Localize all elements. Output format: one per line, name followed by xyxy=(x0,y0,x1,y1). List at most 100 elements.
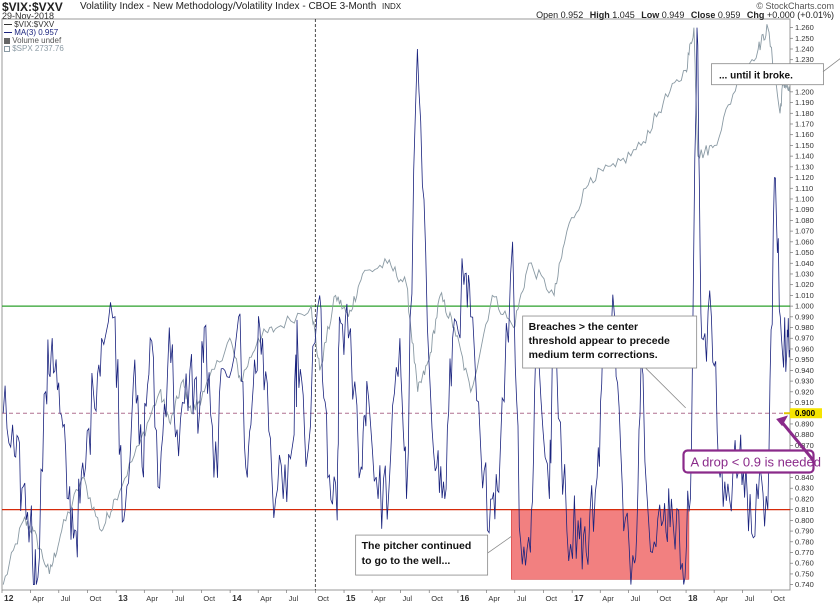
y-tick-label: 1.020 xyxy=(795,280,814,289)
x-tick-label: 16 xyxy=(460,593,470,603)
legend-item-spx: $SPX 2737.76 xyxy=(4,44,64,53)
y-tick-label: 0.810 xyxy=(795,505,814,514)
y-tick-label: 0.970 xyxy=(795,334,814,343)
x-tick-label: Oct xyxy=(659,594,672,603)
last-value-label: 0.900 xyxy=(795,409,816,418)
high-label: High xyxy=(589,10,610,20)
x-tick-label: Apr xyxy=(488,594,500,603)
y-tick-label: 0.790 xyxy=(795,527,814,536)
legend-label: $VIX:$VXV xyxy=(14,20,55,29)
y-tick-label: 0.780 xyxy=(795,537,814,546)
x-tick-label: Oct xyxy=(90,594,103,603)
candle-icon xyxy=(4,45,10,52)
y-tick-label: 1.150 xyxy=(795,141,814,150)
y-tick-label: 1.030 xyxy=(795,269,814,278)
ticker-symbol: $VIX:$VXV xyxy=(2,0,63,14)
y-tick-label: 1.260 xyxy=(795,23,814,32)
callout-box-drop xyxy=(682,449,815,474)
x-tick-label: Jul xyxy=(403,594,413,603)
y-tick-label: 1.250 xyxy=(795,34,814,43)
y-tick-label: 0.950 xyxy=(795,355,814,364)
callout-box-pitcher xyxy=(355,534,489,576)
low-label: Low xyxy=(641,10,660,20)
x-tick-label: Jul xyxy=(631,594,641,603)
annotations: ... until it broke. Breaches > the center… xyxy=(355,58,840,576)
y-tick-label: 0.980 xyxy=(795,323,814,332)
legend-label: MA(3) 0.957 xyxy=(14,28,59,37)
y-tick-label: 1.180 xyxy=(795,109,814,118)
x-tick-label: Apr xyxy=(374,594,386,603)
y-tick-label: 0.840 xyxy=(795,473,814,482)
x-axis: 12 Apr Jul Oct 13 Apr Jul Oct 14 Apr Jul Oct 15 Apr Ju… xyxy=(1,590,786,603)
annotation-pitcher-text: to go to the well... xyxy=(362,555,451,567)
arrow-head-icon xyxy=(776,415,789,427)
y-tick-label: 0.870 xyxy=(795,441,814,450)
x-tick-label: Oct xyxy=(545,594,558,603)
y-tick-label: 0.990 xyxy=(795,312,814,321)
y-tick-label: 1.110 xyxy=(795,184,813,193)
shaded-region xyxy=(511,509,690,580)
y-tick-label: 1.070 xyxy=(795,227,814,236)
y-tick-label: 0.930 xyxy=(795,377,814,386)
annotation-breaches-text: medium term corrections. xyxy=(529,349,658,361)
high-value: 1.045 xyxy=(612,10,635,20)
x-tick-label: Oct xyxy=(773,594,786,603)
legend-item-ratio: $VIX:$VXV xyxy=(4,20,54,29)
x-tick-label: 12 xyxy=(4,593,14,603)
chart-date: 29-Nov-2018 xyxy=(2,11,55,21)
legend-swatch-icon xyxy=(4,24,12,26)
y-tick-label: 1.130 xyxy=(795,162,814,171)
y-tick-label: 0.960 xyxy=(795,344,814,353)
y-tick-label: 1.140 xyxy=(795,152,814,161)
y-tick-label: 1.120 xyxy=(795,173,814,182)
chg-value: +0.000 (+0.01%) xyxy=(766,10,834,20)
x-tick-label: Jul xyxy=(517,594,527,603)
y-tick-label: 1.040 xyxy=(795,259,814,268)
x-tick-label: Oct xyxy=(203,594,216,603)
x-tick-label: Oct xyxy=(317,594,330,603)
y-tick-label: 0.750 xyxy=(795,569,814,578)
vix-vxv-series-line xyxy=(2,27,791,585)
arrow-shaft xyxy=(780,421,815,462)
close-value: 0.959 xyxy=(717,10,741,20)
x-tick-label: Jul xyxy=(61,594,71,603)
x-tick-label: Apr xyxy=(32,594,44,603)
y-tick-label: 0.910 xyxy=(795,398,814,407)
y-tick-label: 0.880 xyxy=(795,430,814,439)
x-tick-label: Oct xyxy=(431,594,444,603)
x-tick-label: 15 xyxy=(346,593,356,603)
y-tick-label: 1.080 xyxy=(795,216,814,225)
chart-ticker: $VIX:$VXV xyxy=(2,0,63,14)
ohlc-readout: Open 0.952 High 1.045 Low 0.949 Close 0.… xyxy=(536,10,834,20)
y-tick-label: 0.830 xyxy=(795,484,814,493)
annotation-broke-text: ... until it broke. xyxy=(719,71,793,82)
stockcharts-credit: © StockCharts.com xyxy=(756,1,834,11)
y-tick-label: 1.200 xyxy=(795,87,814,96)
y-tick-label: 0.920 xyxy=(795,387,814,396)
y-tick-label: 1.240 xyxy=(795,44,814,53)
x-tick-label: Apr xyxy=(260,594,272,603)
open-label: Open xyxy=(536,10,559,20)
legend-item-ma: MA(3) 0.957 xyxy=(4,28,58,37)
y-tick-label: 0.740 xyxy=(795,580,814,589)
callout-pointer xyxy=(822,58,840,73)
y-tick-label: 1.000 xyxy=(795,302,814,311)
y-tick-label: 0.760 xyxy=(795,559,814,568)
bars-icon xyxy=(4,37,10,44)
x-tick-label: 14 xyxy=(232,593,242,603)
legend-label: $SPX 2737.76 xyxy=(12,44,64,53)
y-tick-label: 1.160 xyxy=(795,130,814,139)
subtitle-text: Volatility Index - New Methodology/Volat… xyxy=(80,1,377,12)
exchange-label: INDX xyxy=(382,2,402,11)
low-value: 0.949 xyxy=(661,10,685,20)
callout-pointer xyxy=(645,367,686,409)
y-tick-label: 1.100 xyxy=(795,194,814,203)
last-value-marker xyxy=(790,408,822,419)
annotation-pitcher-text: The pitcher continued xyxy=(362,540,472,552)
y-tick-label: 1.230 xyxy=(795,55,814,64)
y-tick-label: 0.940 xyxy=(795,366,814,375)
y-tick-label: 0.770 xyxy=(795,548,814,557)
y-tick-label: 1.090 xyxy=(795,205,814,214)
y-tick-label: 1.190 xyxy=(795,98,814,107)
pitcher-shaded-box xyxy=(511,509,690,580)
